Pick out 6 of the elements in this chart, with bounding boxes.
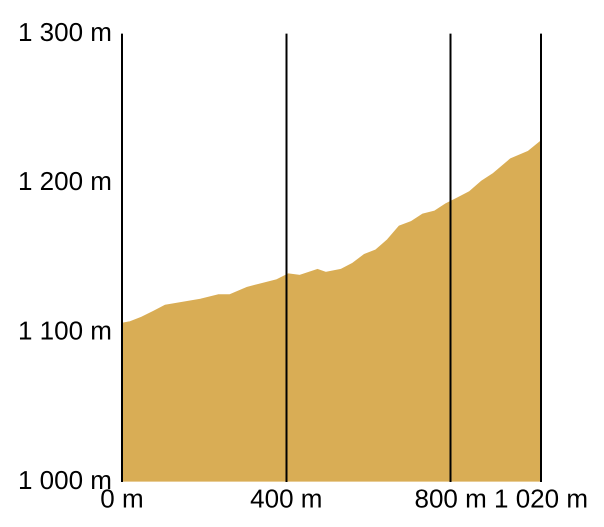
y-tick-label: 1 200 m bbox=[18, 166, 112, 196]
x-tick-label: 1 020 m bbox=[494, 484, 588, 514]
y-tick-label: 1 100 m bbox=[18, 316, 112, 346]
x-tick-label: 800 m bbox=[414, 484, 487, 514]
y-tick-label: 1 300 m bbox=[18, 16, 112, 47]
x-tick-label: 400 m bbox=[250, 484, 322, 514]
